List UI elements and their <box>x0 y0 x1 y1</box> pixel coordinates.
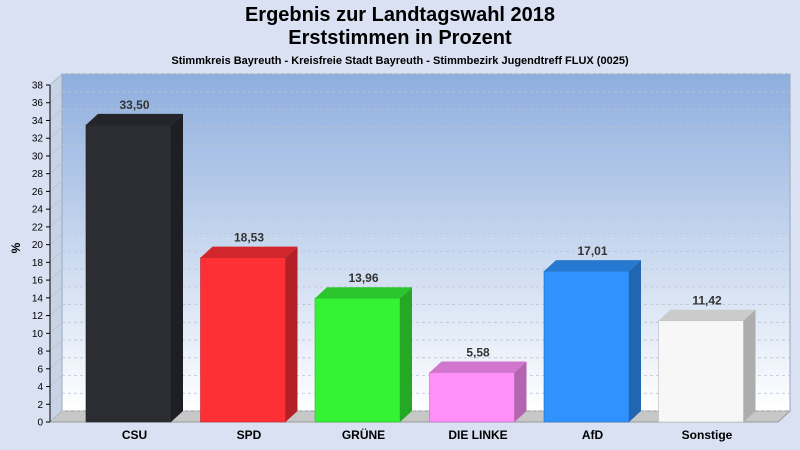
chart-district-subtitle: Stimmkreis Bayreuth - Kreisfreie Stadt B… <box>171 55 629 67</box>
y-tick-label: 22 <box>32 222 44 233</box>
data-label: 33,50 <box>119 98 149 112</box>
bar-top-face <box>315 287 412 299</box>
y-tick-label: 16 <box>32 276 44 287</box>
bar <box>658 320 744 423</box>
y-tick-label: 36 <box>32 98 44 109</box>
bar-top-face <box>544 260 641 272</box>
bar-side-face <box>285 246 298 422</box>
bar-top-face <box>429 361 527 373</box>
x-tick-label: AfD <box>582 428 604 442</box>
x-tick-label: SPD <box>237 428 262 442</box>
y-tick-label: 18 <box>32 258 44 269</box>
grid-line-side <box>49 375 63 387</box>
data-label: 11,42 <box>692 294 722 308</box>
y-tick-label: 34 <box>32 116 44 127</box>
grid-line-side <box>49 357 63 370</box>
grid-line-side <box>49 410 63 423</box>
bar-top-face <box>658 309 756 321</box>
data-label: 17,01 <box>577 244 607 258</box>
chart-title: Ergebnis zur Landtagswahl 2018 <box>244 4 556 26</box>
chart-titles: Ergebnis zur Landtagswahl 2018 Erststimm… <box>0 4 800 67</box>
plot-side-wall <box>49 72 63 424</box>
y-tick-label: 0 <box>37 418 43 429</box>
grid-line-side <box>49 144 63 157</box>
y-tick-label: 30 <box>32 151 44 162</box>
y-tick-label: 8 <box>37 347 43 358</box>
grid-line-side <box>49 233 63 245</box>
grid-line-side <box>49 91 63 104</box>
y-tick-label: 26 <box>32 187 44 198</box>
bar-top-face <box>200 246 298 258</box>
y-tick-label: 20 <box>32 240 44 251</box>
y-tick-label: 12 <box>32 311 44 322</box>
bar-side-face <box>400 287 412 422</box>
grid-line-side <box>49 180 63 192</box>
grid-line-side <box>49 109 63 121</box>
grid-line-side <box>49 392 63 405</box>
y-tick-label: 4 <box>37 382 43 393</box>
grid-line-side <box>49 286 63 299</box>
grid-line-side <box>49 339 63 352</box>
y-tick-label: 32 <box>32 134 44 145</box>
bar <box>429 372 515 423</box>
y-tick-label: 24 <box>32 205 44 216</box>
x-tick-label: GRÜNE <box>342 427 385 442</box>
grid-line-side <box>49 73 63 86</box>
grid-line-side <box>49 322 63 334</box>
bar-top-face <box>86 113 183 125</box>
y-tick-label: 28 <box>32 169 44 180</box>
y-tick-label: 14 <box>32 293 44 304</box>
bar <box>543 270 630 423</box>
bar <box>314 297 401 423</box>
x-tick-label: CSU <box>122 428 147 442</box>
bar-side-face <box>171 113 183 422</box>
grid-line-side <box>49 197 63 210</box>
bar <box>85 124 172 423</box>
data-label: 5,58 <box>466 346 490 360</box>
y-tick-label: 38 <box>32 81 44 92</box>
bar <box>200 257 286 423</box>
grid-line-side <box>49 268 63 281</box>
grid-line-side <box>49 126 63 139</box>
grid-line-side <box>49 304 63 316</box>
y-axis-label: % <box>9 242 23 253</box>
y-tick-label: 10 <box>32 329 44 340</box>
data-label: 13,96 <box>348 271 378 285</box>
data-label: 18,53 <box>234 231 264 245</box>
x-tick-label: Sonstige <box>682 428 733 442</box>
grid-line-side <box>49 162 63 174</box>
y-tick-label: 2 <box>37 400 43 411</box>
bar-side-face <box>514 361 527 422</box>
bar-side-face <box>743 309 756 422</box>
bar-side-face <box>629 260 641 422</box>
y-tick-label: 6 <box>37 364 43 375</box>
grid-line-side <box>49 215 63 228</box>
chart-subtitle: Erststimmen in Prozent <box>288 27 512 49</box>
grid-line-side <box>49 251 63 263</box>
x-tick-label: DIE LINKE <box>448 428 507 442</box>
